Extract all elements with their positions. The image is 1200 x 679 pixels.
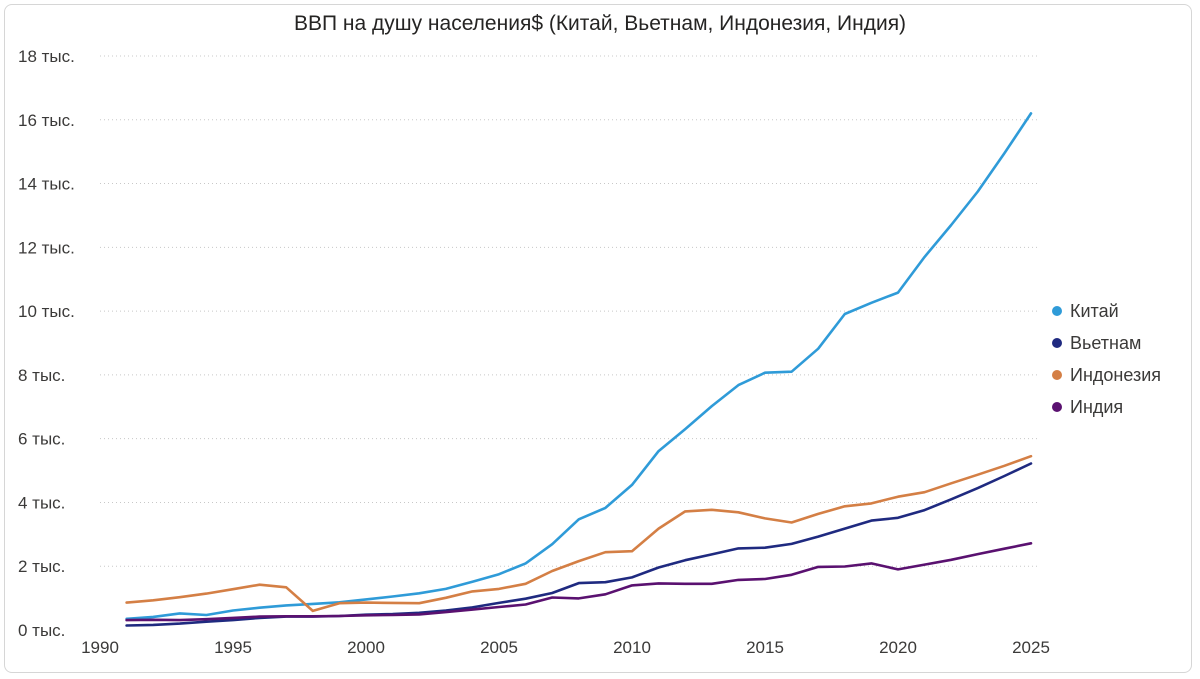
y-tick-label: 14 тыс.: [18, 175, 75, 194]
legend-marker-icon: [1052, 306, 1062, 316]
y-tick-label: 18 тыс.: [18, 47, 75, 66]
x-tick-label: 2025: [1012, 638, 1050, 657]
legend-marker-icon: [1052, 370, 1062, 380]
y-tick-label: 2 тыс.: [18, 557, 65, 576]
legend-label: Индия: [1070, 396, 1124, 417]
legend-item[interactable]: Индия: [1052, 391, 1161, 423]
series-line-4: [125, 541, 1033, 622]
x-axis: 1990 1995 2000 2005 2010 2015 2020 2025: [81, 638, 1050, 657]
y-tick-label: 16 тыс.: [18, 111, 75, 130]
series-line-3: [125, 454, 1033, 613]
legend-item[interactable]: Индонезия: [1052, 359, 1161, 391]
legend-item[interactable]: Вьетнам: [1052, 327, 1161, 359]
series-line-1: [125, 112, 1033, 621]
x-tick-label: 1995: [214, 638, 252, 657]
series-line-2: [125, 462, 1033, 627]
y-axis: 0 тыс. 2 тыс. 4 тыс. 6 тыс. 8 тыс. 10 тыс. 12 …: [18, 47, 75, 640]
x-tick-label: 2000: [347, 638, 385, 657]
y-tick-label: 8 тыс.: [18, 366, 65, 385]
y-tick-label: 10 тыс.: [18, 302, 75, 321]
legend-label: Вьетнам: [1070, 332, 1142, 353]
x-tick-label: 2010: [613, 638, 651, 657]
x-tick-label: 2015: [746, 638, 784, 657]
x-tick-label: 1990: [81, 638, 119, 657]
legend: Китай Вьетнам Индонезия Индия: [1052, 295, 1161, 423]
chart-frame: [4, 4, 1192, 673]
chart-title: ВВП на душу населения$ (Китай, Вьетнам, …: [293, 12, 907, 35]
legend-marker-icon: [1052, 338, 1062, 348]
legend-item[interactable]: Китай: [1052, 295, 1161, 327]
x-tick-label: 2020: [879, 638, 917, 657]
y-tick-label: 0 тыс.: [18, 621, 65, 640]
y-tick-label: 4 тыс.: [18, 493, 65, 512]
y-tick-label: 12 тыс.: [18, 238, 75, 257]
legend-marker-icon: [1052, 402, 1062, 412]
x-tick-label: 2005: [480, 638, 518, 657]
grid: [100, 55, 1040, 567]
legend-label: Индонезия: [1070, 364, 1162, 385]
series-lines: [125, 112, 1033, 627]
y-tick-label: 6 тыс.: [18, 430, 65, 449]
legend-label: Китай: [1070, 300, 1119, 321]
